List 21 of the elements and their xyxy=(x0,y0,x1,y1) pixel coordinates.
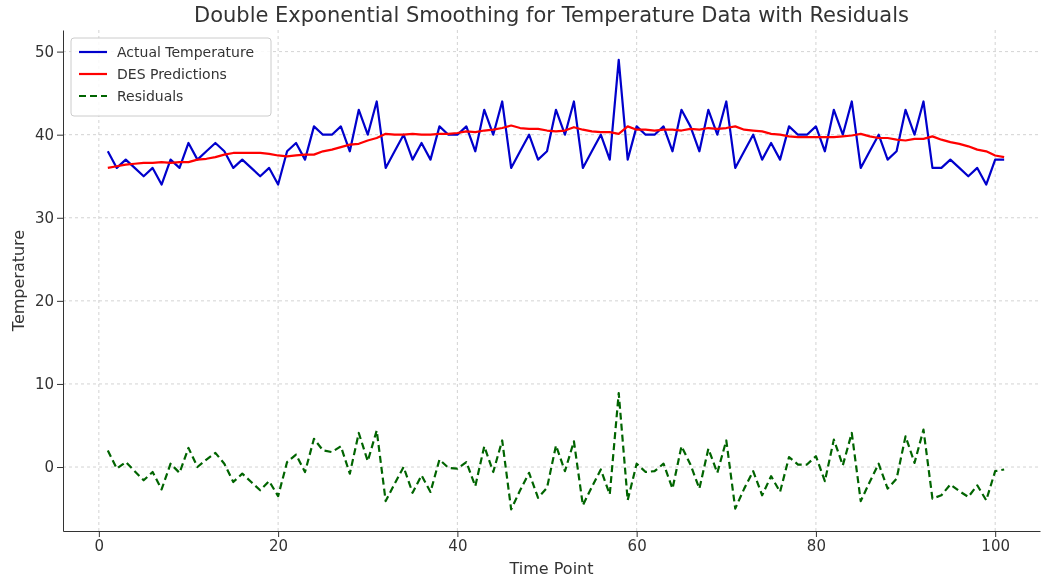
x-tick-label: 0 xyxy=(94,536,105,555)
x-tick-label: 80 xyxy=(806,536,826,555)
y-axis-title: Temperature xyxy=(9,229,28,333)
x-tick-label: 20 xyxy=(269,536,289,555)
y-tick-label: 40 xyxy=(34,125,54,144)
line-series xyxy=(106,58,1006,186)
x-axis-title: Time Point xyxy=(508,559,594,578)
x-tick-label: 40 xyxy=(448,536,468,555)
y-tick-label: 30 xyxy=(34,209,54,228)
x-tick-label: 60 xyxy=(627,536,647,555)
chart-title: Double Exponential Smoothing for Temperature Data with Residuals xyxy=(193,3,910,27)
line-series xyxy=(106,124,1006,170)
y-tick-label: 50 xyxy=(34,42,54,61)
y-tick-label: 10 xyxy=(34,375,54,394)
legend-label: DES Predictions xyxy=(117,66,227,82)
x-tick-label: 100 xyxy=(981,536,1010,555)
y-tick-label: 0 xyxy=(44,458,54,477)
y-tick-label: 20 xyxy=(34,292,54,311)
legend-label: Actual Temperature xyxy=(117,44,254,60)
line-series xyxy=(106,391,1006,511)
legend-label: Residuals xyxy=(117,88,184,104)
